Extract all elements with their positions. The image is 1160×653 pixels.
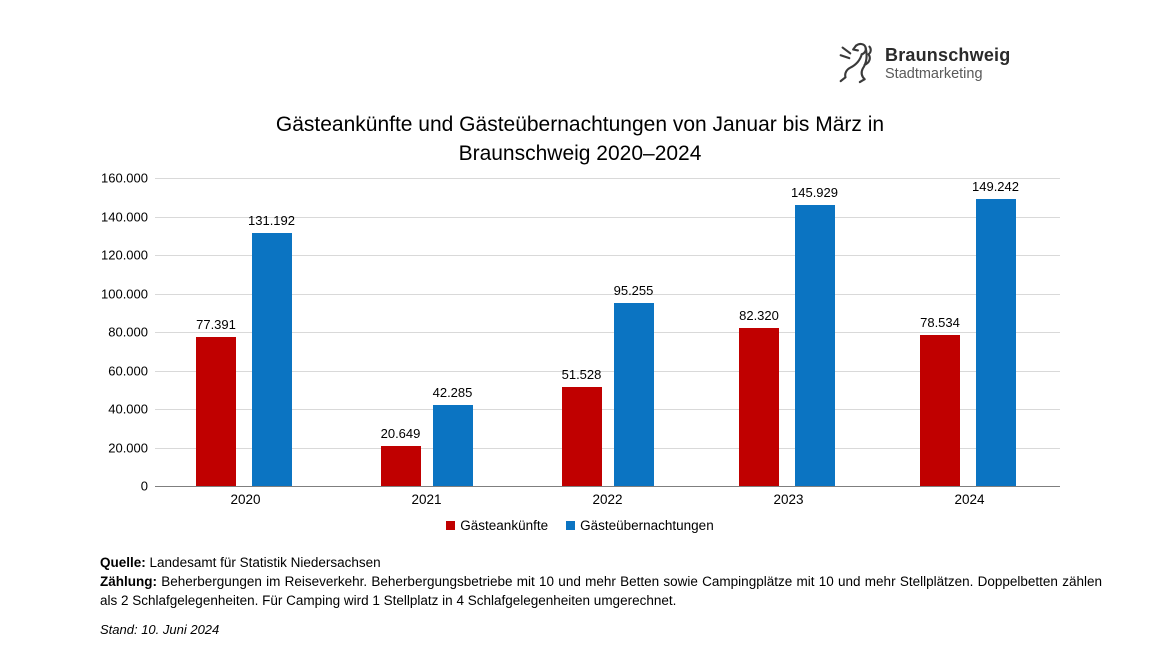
bar-column: 149.242 (972, 178, 1019, 486)
bar-group-2022: 51.528 95.255 (517, 178, 698, 486)
counting-line: Zählung: Beherbergungen im Reiseverkehr.… (100, 572, 1102, 610)
bar-value-label: 77.391 (196, 317, 236, 333)
y-tick-label: 100.000 (101, 286, 148, 301)
y-tick-label: 80.000 (108, 324, 148, 340)
counting-label: Zählung: (100, 574, 157, 589)
source-text: Landesamt für Statistik Niedersachsen (149, 555, 381, 570)
bar-column: 77.391 (196, 178, 236, 486)
gridline (155, 255, 1060, 256)
bar-group-2021: 20.649 42.285 (336, 178, 517, 486)
x-tick-label: 2021 (411, 492, 442, 507)
legend-label: Gästeankünfte (460, 518, 549, 533)
bar-column: 131.192 (248, 178, 295, 486)
legend-swatch-icon (566, 521, 576, 530)
bar-column: 95.255 (613, 178, 654, 486)
bar-value-label: 131.192 (248, 213, 295, 229)
bar-2023-Gästeübernachtungen (794, 205, 835, 486)
bar-value-label: 20.649 (380, 426, 421, 442)
legend-item: Gästeankünfte (446, 518, 548, 533)
bar-2024-Gästeankünfte (920, 334, 960, 486)
x-tick-label: 2022 (592, 492, 623, 507)
gridline (155, 409, 1060, 410)
x-tick-label: 2020 (230, 492, 261, 507)
gridline (155, 178, 1060, 179)
bar-value-label: 82.320 (739, 307, 779, 323)
y-tick-label: 120.000 (101, 247, 148, 263)
bar-value-label: 145.929 (791, 185, 838, 201)
legend-swatch-icon (446, 521, 456, 530)
bar-groups: 77.391 131.192 20.649 42.285 51.528 95.255 82.… (155, 178, 1060, 486)
stand-line: Stand: 10. Juni 2024 (100, 622, 220, 637)
bar-group-2023: 82.320 145.929 (698, 178, 879, 486)
bar-group-2020: 77.391 131.192 (155, 178, 336, 486)
bar-2022-Gästeankünfte (561, 386, 602, 486)
bar-column: 78.534 (920, 178, 960, 486)
bar-2024-Gästeübernachtungen (975, 198, 1016, 486)
counting-text: Beherbergungen im Reiseverkehr. Beherber… (100, 574, 1102, 608)
logo-brand: Braunschweig (885, 44, 1011, 65)
y-tick-label: 160.000 (101, 170, 148, 186)
legend-item: Gästeübernachtungen (566, 518, 714, 533)
braunschweig-lion-icon (836, 38, 876, 89)
x-tick-label: 2023 (773, 492, 804, 507)
x-axis-line (155, 486, 1060, 487)
bar-2020-Gästeankünfte (196, 337, 236, 486)
gridline (155, 216, 1060, 218)
bar-column: 82.320 (739, 178, 779, 486)
bar-value-label: 78.534 (920, 314, 960, 330)
bar-value-label: 149.242 (972, 178, 1019, 194)
logo-subtitle: Stadtmarketing (885, 65, 983, 82)
chart-title: Gästeankünfte und Gästeübernachtungen vo… (0, 110, 1160, 168)
bar-column: 145.929 (791, 178, 838, 486)
y-tick-label: 20.000 (108, 440, 148, 455)
y-tick-label: 60.000 (108, 363, 148, 378)
bar-column: 51.528 (561, 178, 602, 486)
gridline (155, 447, 1060, 449)
bar-column: 20.649 (380, 178, 421, 486)
x-axis-labels: 2020 2021 2022 2023 2024 (155, 492, 1060, 507)
x-tick-label: 2024 (954, 492, 985, 507)
bar-2020-Gästeübernachtungen (251, 233, 292, 486)
gridline (155, 370, 1060, 372)
gridline (155, 332, 1060, 333)
logo: Braunschweig Stadtmarketing (836, 38, 1010, 89)
plot-area: 77.391 131.192 20.649 42.285 51.528 95.255 82.… (155, 178, 1060, 487)
bar-2023-Gästeankünfte (739, 327, 779, 486)
source-line: Quelle: Landesamt für Statistik Niedersa… (100, 553, 1102, 572)
legend: Gästeankünfte Gästeübernachtungen (0, 518, 1160, 533)
y-tick-label: 140.000 (101, 209, 148, 224)
bar-group-2024: 78.534 149.242 (879, 178, 1060, 486)
logo-text: Braunschweig Stadtmarketing (885, 45, 1010, 82)
source-label: Quelle: (100, 555, 146, 570)
bar-value-label: 42.285 (432, 384, 473, 400)
bar-value-label: 51.528 (561, 366, 602, 382)
y-tick-label: 0 (140, 478, 148, 494)
y-tick-label: 40.000 (108, 401, 148, 417)
bar-2021-Gästeankünfte (380, 446, 421, 486)
gridline (155, 293, 1060, 295)
bar-2021-Gästeübernachtungen (432, 404, 473, 486)
chart-title-line2: Braunschweig 2020–2024 (458, 142, 702, 165)
y-axis-labels: 160.000 140.000 120.000 100.000 80.000 60.000… (60, 171, 148, 494)
footer: Quelle: Landesamt für Statistik Niedersa… (100, 553, 1102, 610)
legend-label: Gästeübernachtungen (580, 518, 714, 533)
bar-value-label: 95.255 (613, 282, 654, 298)
bar-column: 42.285 (432, 178, 473, 486)
chart-title-line1: Gästeankünfte und Gästeübernachtungen vo… (275, 113, 885, 136)
bar-2022-Gästeübernachtungen (613, 302, 654, 486)
